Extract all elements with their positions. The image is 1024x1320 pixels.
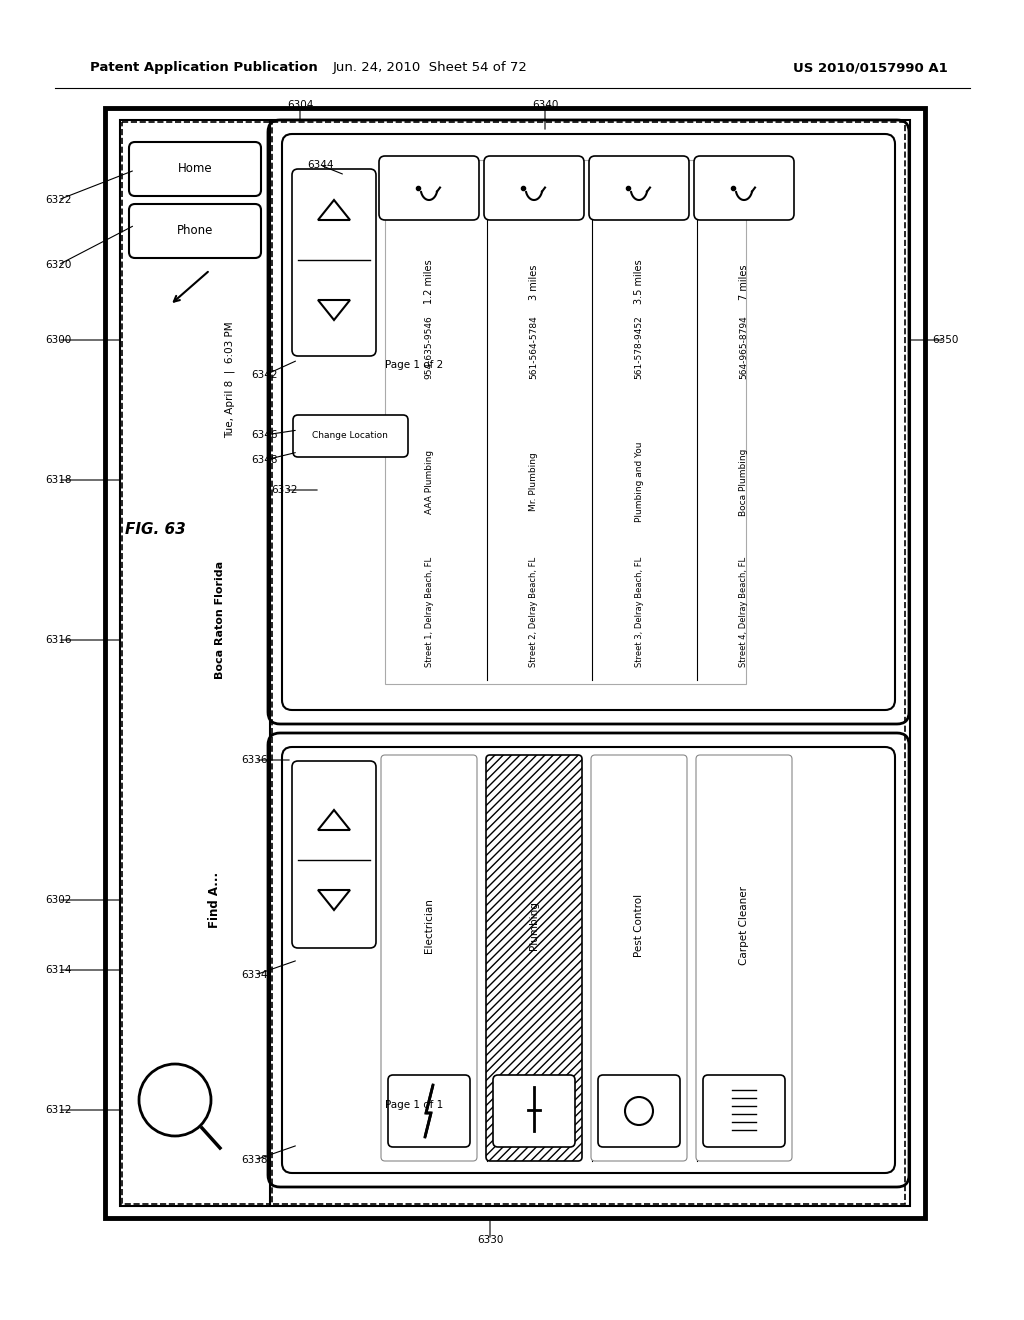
FancyBboxPatch shape (696, 755, 792, 1162)
Text: Carpet Cleaner: Carpet Cleaner (739, 886, 749, 965)
Text: 561-564-5784: 561-564-5784 (529, 315, 539, 379)
Text: Plumbing and You: Plumbing and You (635, 442, 643, 523)
Text: 6346: 6346 (252, 430, 279, 440)
FancyBboxPatch shape (598, 1074, 680, 1147)
Text: FIG. 63: FIG. 63 (125, 523, 185, 537)
Bar (105, 108, 925, 1218)
Text: Find A...: Find A... (209, 873, 221, 928)
Text: 7 miles: 7 miles (739, 264, 749, 300)
Text: 6332: 6332 (271, 484, 298, 495)
FancyBboxPatch shape (486, 755, 582, 1162)
Text: Phone: Phone (177, 224, 213, 238)
Text: 6304: 6304 (287, 100, 313, 110)
FancyBboxPatch shape (381, 755, 477, 1162)
FancyBboxPatch shape (484, 156, 584, 220)
Text: US 2010/0157990 A1: US 2010/0157990 A1 (793, 62, 947, 74)
Text: 6338: 6338 (242, 1155, 268, 1166)
Text: 6350: 6350 (932, 335, 958, 345)
Text: Street 2, Delray Beach, FL: Street 2, Delray Beach, FL (529, 557, 539, 667)
Text: Pest Control: Pest Control (634, 894, 644, 957)
Text: Street 1, Delray Beach, FL: Street 1, Delray Beach, FL (425, 557, 433, 667)
Text: 6318: 6318 (45, 475, 72, 484)
FancyBboxPatch shape (129, 205, 261, 257)
FancyBboxPatch shape (292, 169, 376, 356)
Text: 561-578-9452: 561-578-9452 (635, 315, 643, 379)
Text: 954-635-9546: 954-635-9546 (425, 315, 433, 379)
Text: Street 3, Delray Beach, FL: Street 3, Delray Beach, FL (635, 557, 643, 667)
Text: Page 1 of 1: Page 1 of 1 (385, 1100, 443, 1110)
Text: 3 miles: 3 miles (529, 264, 539, 300)
Text: 6336: 6336 (242, 755, 268, 766)
FancyBboxPatch shape (379, 156, 479, 220)
Bar (120, 120, 910, 1206)
FancyBboxPatch shape (268, 120, 909, 723)
Text: 6342: 6342 (252, 370, 279, 380)
Text: Jun. 24, 2010  Sheet 54 of 72: Jun. 24, 2010 Sheet 54 of 72 (333, 62, 527, 74)
Bar (272, 121, 905, 1204)
Text: 6344: 6344 (307, 160, 333, 170)
Text: 6316: 6316 (45, 635, 72, 645)
FancyBboxPatch shape (282, 135, 895, 710)
FancyBboxPatch shape (282, 747, 895, 1173)
Text: AAA Plumbing: AAA Plumbing (425, 450, 433, 513)
FancyBboxPatch shape (268, 733, 909, 1187)
Text: 6302: 6302 (45, 895, 72, 906)
Text: 6320: 6320 (45, 260, 72, 271)
Text: Plumbing: Plumbing (529, 902, 539, 950)
FancyBboxPatch shape (388, 1074, 470, 1147)
FancyBboxPatch shape (589, 156, 689, 220)
FancyBboxPatch shape (129, 143, 261, 195)
Text: Tue, April 8  |  6:03 PM: Tue, April 8 | 6:03 PM (224, 322, 236, 438)
Text: Page 1 of 2: Page 1 of 2 (385, 360, 443, 370)
Text: Home: Home (178, 162, 212, 176)
Text: 6334: 6334 (242, 970, 268, 979)
FancyBboxPatch shape (293, 414, 408, 457)
Text: Mr. Plumbing: Mr. Plumbing (529, 453, 539, 511)
Text: Electrician: Electrician (424, 898, 434, 953)
Text: 6314: 6314 (45, 965, 72, 975)
Text: Boca Plumbing: Boca Plumbing (739, 449, 749, 516)
FancyBboxPatch shape (694, 156, 794, 220)
FancyBboxPatch shape (292, 762, 376, 948)
Text: Patent Application Publication: Patent Application Publication (90, 62, 317, 74)
Text: Change Location: Change Location (312, 432, 388, 441)
Text: 3.5 miles: 3.5 miles (634, 260, 644, 305)
Bar (385, 160, 746, 684)
Text: Boca Raton Florida: Boca Raton Florida (215, 561, 225, 678)
Text: 6300: 6300 (45, 335, 71, 345)
Text: 1.2 miles: 1.2 miles (424, 260, 434, 305)
Text: 564-965-8794: 564-965-8794 (739, 315, 749, 379)
Text: 6348: 6348 (252, 455, 279, 465)
Text: Street 4, Delray Beach, FL: Street 4, Delray Beach, FL (739, 557, 749, 667)
Text: 6330: 6330 (477, 1236, 503, 1245)
FancyBboxPatch shape (493, 1074, 575, 1147)
FancyBboxPatch shape (591, 755, 687, 1162)
FancyBboxPatch shape (703, 1074, 785, 1147)
Text: 6312: 6312 (45, 1105, 72, 1115)
Bar (122, 121, 270, 1204)
Text: 6322: 6322 (45, 195, 72, 205)
Text: 6340: 6340 (531, 100, 558, 110)
